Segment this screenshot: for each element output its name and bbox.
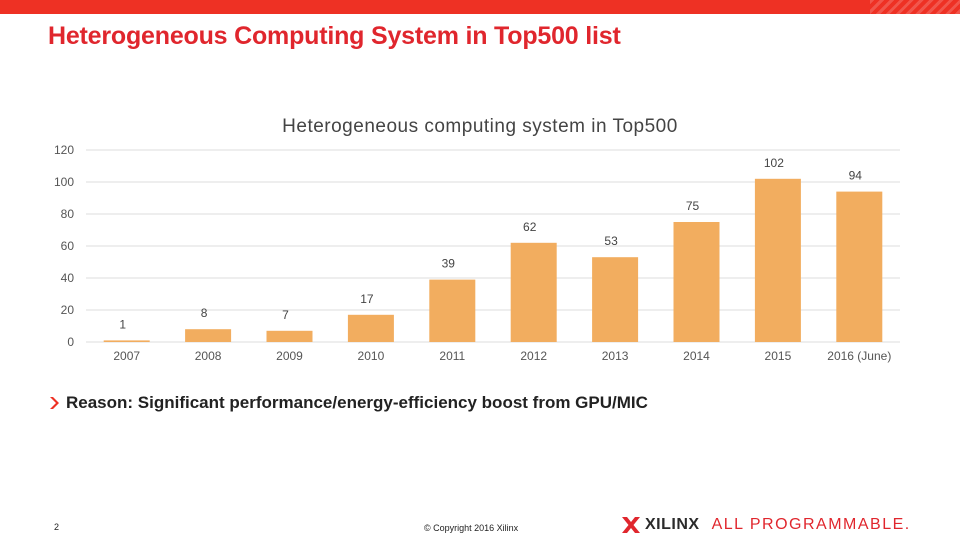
y-tick-label: 0 [67, 335, 74, 349]
xilinx-logo: XILINX ALL PROGRAMMABLE. [622, 516, 911, 534]
bar-chart: Heterogeneous computing system in Top500… [54, 116, 900, 363]
chart-gridlines [86, 149, 900, 343]
y-axis-ticks: 0 20 40 60 80 100 120 [54, 143, 74, 349]
bar [347, 314, 394, 342]
bar-value-label: 102 [764, 156, 784, 170]
y-tick-label: 20 [61, 303, 75, 317]
reason-bullet: Reason: Significant performance/energy-e… [50, 393, 648, 413]
x-category-label: 2015 [765, 349, 792, 363]
chevron-right-icon [50, 397, 59, 409]
bar [266, 330, 313, 342]
logo-wordmark: XILINX [645, 516, 700, 533]
bar [103, 340, 150, 342]
y-tick-label: 40 [61, 271, 75, 285]
reason-text: Reason: Significant performance/energy-e… [66, 393, 648, 412]
x-category-label: 2013 [602, 349, 629, 363]
bar-value-label: 39 [442, 257, 456, 271]
y-tick-label: 120 [54, 143, 74, 157]
x-category-label: 2007 [113, 349, 140, 363]
bar-value-labels: 1 8 7 17 39 62 53 75 102 94 [119, 156, 862, 332]
bar [510, 242, 557, 342]
page-number: 2 [54, 522, 60, 532]
bar [185, 329, 232, 342]
bar-value-label: 94 [849, 169, 863, 183]
bar [673, 222, 720, 342]
bar-value-label: 17 [360, 292, 374, 306]
x-category-label: 2012 [520, 349, 547, 363]
chart-title: Heterogeneous computing system in Top500 [282, 116, 678, 137]
x-axis-categories: 2007 2008 2009 2010 2011 2012 2013 2014 2015 2016… [113, 349, 891, 363]
bar-value-label: 7 [282, 308, 289, 322]
bar-value-label: 75 [686, 199, 700, 213]
y-tick-label: 100 [54, 175, 74, 189]
logo-tagline: ALL PROGRAMMABLE. [711, 516, 911, 533]
xilinx-logo-icon [622, 517, 640, 533]
top-accent-bar [0, 0, 960, 14]
slide-title: Heterogeneous Computing System in Top500… [48, 22, 621, 50]
bar-value-label: 1 [119, 317, 126, 331]
top-bar-pattern [870, 0, 960, 14]
y-tick-label: 80 [61, 207, 75, 221]
chart-bars [103, 178, 883, 342]
x-category-label: 2008 [195, 349, 222, 363]
bar-value-label: 62 [523, 220, 537, 234]
bar [592, 257, 639, 342]
bar [754, 178, 801, 342]
copyright-text: © Copyright 2016 Xilinx [424, 523, 519, 533]
x-category-label: 2014 [683, 349, 710, 363]
x-category-label: 2010 [358, 349, 385, 363]
x-category-label: 2016 (June) [827, 349, 891, 363]
y-tick-label: 60 [61, 239, 75, 253]
bar [429, 279, 476, 342]
x-category-label: 2011 [439, 349, 465, 363]
bar-value-label: 53 [604, 234, 618, 248]
bar-value-label: 8 [201, 306, 208, 320]
x-category-label: 2009 [276, 349, 303, 363]
bar [836, 191, 883, 342]
